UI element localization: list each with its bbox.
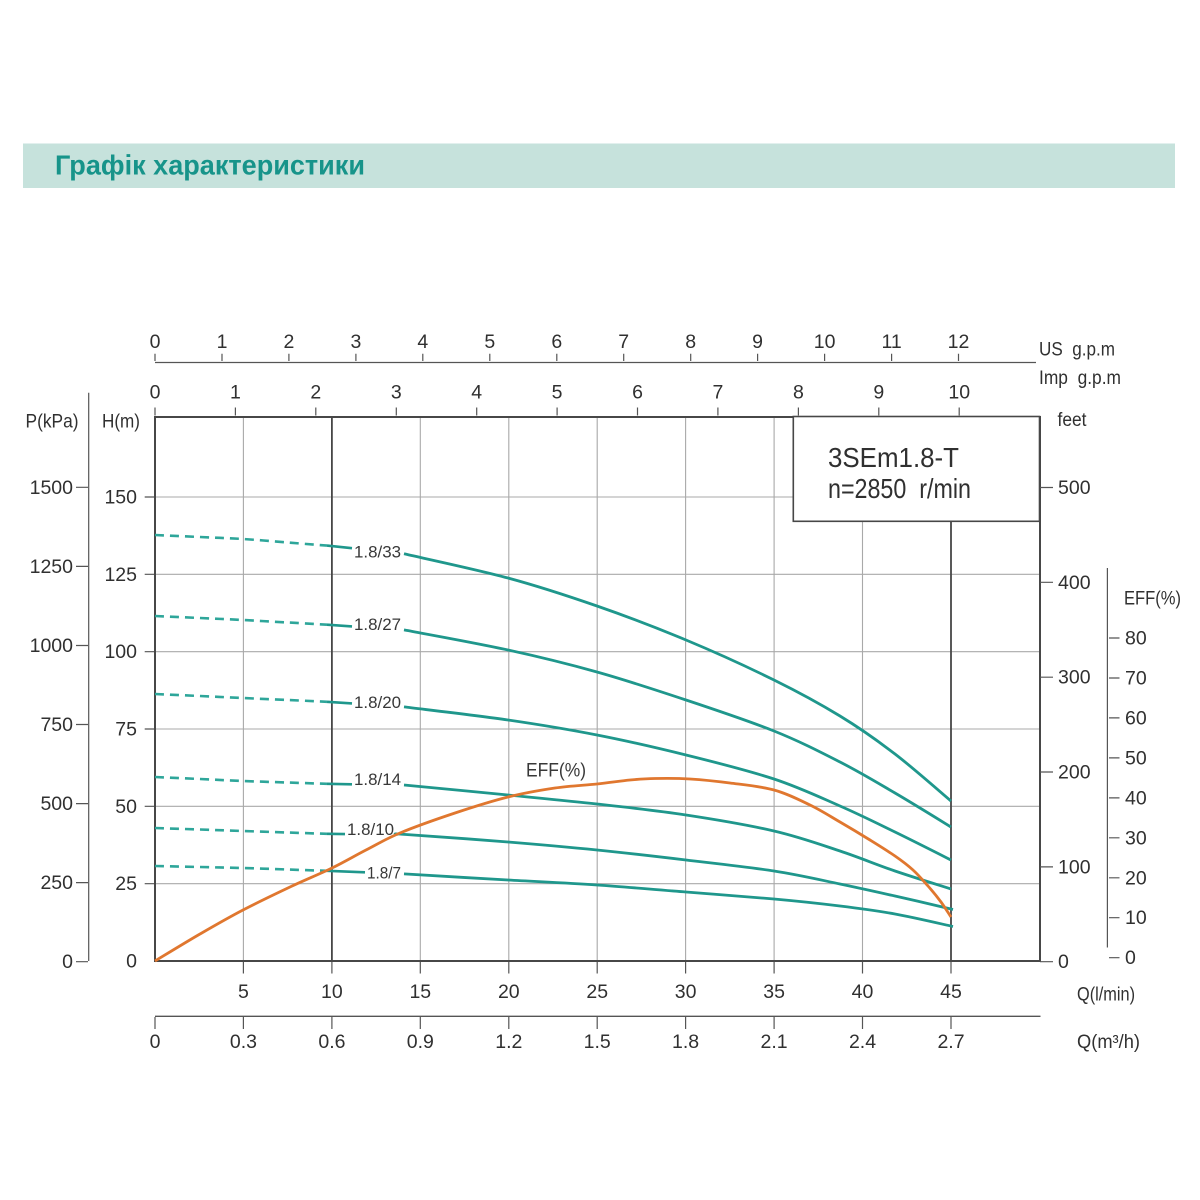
svg-text:0: 0 — [62, 951, 73, 973]
svg-text:11: 11 — [881, 331, 901, 353]
svg-text:12: 12 — [948, 331, 970, 353]
svg-text:US g.p.m: US g.p.m — [1039, 339, 1115, 361]
svg-text:80: 80 — [1125, 628, 1147, 650]
svg-text:0.3: 0.3 — [230, 1031, 257, 1053]
svg-text:0: 0 — [1058, 951, 1069, 973]
svg-text:5: 5 — [484, 331, 495, 353]
svg-text:500: 500 — [40, 793, 73, 815]
svg-text:Графік характеристики: Графік характеристики — [55, 150, 365, 181]
svg-text:0.9: 0.9 — [407, 1031, 434, 1053]
svg-text:7: 7 — [712, 382, 723, 404]
svg-text:500: 500 — [1058, 477, 1091, 499]
svg-text:3: 3 — [391, 382, 402, 404]
svg-text:30: 30 — [675, 981, 697, 1003]
svg-text:2: 2 — [283, 331, 294, 353]
svg-text:2.7: 2.7 — [937, 1031, 964, 1053]
svg-text:25: 25 — [115, 873, 137, 895]
svg-text:400: 400 — [1058, 572, 1091, 594]
svg-text:50: 50 — [115, 796, 137, 818]
svg-text:150: 150 — [104, 487, 137, 509]
svg-text:125: 125 — [104, 564, 137, 586]
svg-text:15: 15 — [409, 981, 431, 1003]
svg-text:1.8/7: 1.8/7 — [367, 865, 401, 883]
svg-text:EFF(%): EFF(%) — [1124, 588, 1181, 610]
svg-text:40: 40 — [1125, 787, 1147, 809]
svg-text:1.8/33: 1.8/33 — [354, 544, 401, 562]
svg-text:5: 5 — [552, 382, 563, 404]
svg-text:5: 5 — [238, 981, 249, 1003]
svg-text:2.4: 2.4 — [849, 1031, 876, 1053]
svg-text:10: 10 — [321, 981, 343, 1003]
svg-text:1: 1 — [217, 331, 228, 353]
svg-text:10: 10 — [1125, 907, 1147, 929]
svg-text:1250: 1250 — [30, 556, 74, 578]
svg-text:1000: 1000 — [30, 635, 74, 657]
svg-text:6: 6 — [632, 382, 643, 404]
svg-text:25: 25 — [586, 981, 608, 1003]
svg-text:7: 7 — [618, 331, 629, 353]
svg-text:Imp g.p.m: Imp g.p.m — [1039, 367, 1121, 389]
svg-text:1: 1 — [230, 382, 241, 404]
svg-text:P(kPa): P(kPa) — [26, 411, 79, 433]
svg-text:n=2850 r/min: n=2850 r/min — [828, 473, 971, 504]
svg-text:10: 10 — [948, 382, 970, 404]
svg-text:0: 0 — [126, 951, 137, 973]
svg-text:0: 0 — [150, 331, 161, 353]
svg-text:2: 2 — [310, 382, 321, 404]
svg-text:40: 40 — [852, 981, 874, 1003]
svg-text:100: 100 — [104, 641, 137, 663]
svg-text:2.1: 2.1 — [761, 1031, 788, 1053]
svg-text:1.8: 1.8 — [672, 1031, 699, 1053]
svg-text:EFF(%): EFF(%) — [526, 761, 586, 782]
svg-text:feet: feet — [1058, 409, 1088, 431]
svg-text:1.8/14: 1.8/14 — [354, 771, 401, 789]
svg-text:20: 20 — [498, 981, 520, 1003]
svg-text:1.5: 1.5 — [584, 1031, 611, 1053]
svg-text:200: 200 — [1058, 762, 1091, 784]
svg-text:6: 6 — [551, 331, 562, 353]
svg-text:8: 8 — [685, 331, 696, 353]
svg-text:0: 0 — [150, 382, 161, 404]
svg-text:20: 20 — [1125, 867, 1147, 889]
svg-text:35: 35 — [763, 981, 785, 1003]
svg-text:4: 4 — [471, 382, 482, 404]
svg-text:0.6: 0.6 — [318, 1031, 345, 1053]
svg-text:0: 0 — [150, 1031, 161, 1053]
svg-text:75: 75 — [115, 719, 137, 741]
svg-text:1.8/27: 1.8/27 — [354, 616, 401, 634]
svg-text:45: 45 — [940, 981, 962, 1003]
svg-text:1500: 1500 — [30, 477, 74, 499]
svg-text:3SEm1.8-T: 3SEm1.8-T — [828, 442, 959, 473]
svg-text:8: 8 — [793, 382, 804, 404]
svg-text:9: 9 — [752, 331, 763, 353]
svg-text:H(m): H(m) — [102, 411, 140, 433]
svg-text:30: 30 — [1125, 827, 1147, 849]
svg-text:1.2: 1.2 — [495, 1031, 522, 1053]
svg-text:1.8/10: 1.8/10 — [347, 821, 394, 839]
svg-text:250: 250 — [40, 872, 73, 894]
svg-text:750: 750 — [40, 714, 73, 736]
svg-text:60: 60 — [1125, 707, 1147, 729]
svg-text:Q(m³/h): Q(m³/h) — [1077, 1031, 1140, 1053]
svg-text:9: 9 — [873, 382, 884, 404]
svg-text:10: 10 — [814, 331, 836, 353]
svg-text:100: 100 — [1058, 856, 1091, 878]
svg-text:0: 0 — [1125, 947, 1136, 969]
svg-text:1.8/20: 1.8/20 — [354, 694, 401, 712]
svg-text:4: 4 — [417, 331, 428, 353]
svg-text:50: 50 — [1125, 747, 1147, 769]
svg-text:Q(l/min): Q(l/min) — [1077, 984, 1135, 1006]
svg-text:3: 3 — [350, 331, 361, 353]
svg-text:300: 300 — [1058, 667, 1091, 689]
svg-text:70: 70 — [1125, 668, 1147, 690]
